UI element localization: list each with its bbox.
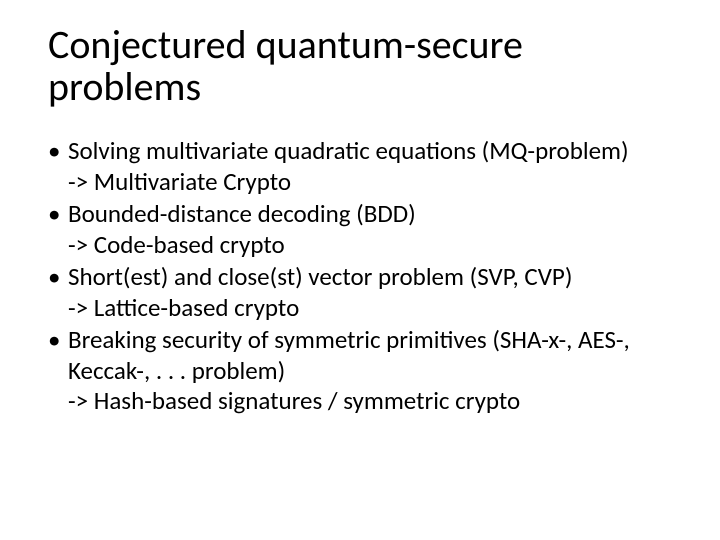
list-item: Short(est) and close(st) vector problem … (48, 262, 680, 323)
bullet-subtext: -> Multivariate Crypto (68, 167, 680, 198)
bullet-list: Solving multivariate quadratic equations… (48, 136, 680, 417)
bullet-text: Bounded-distance decoding (BDD) (68, 198, 416, 229)
slide: Conjectured quantum-secure problems Solv… (0, 0, 720, 540)
list-item: Bounded-distance decoding (BDD) -> Code-… (48, 199, 680, 260)
bullet-text: Breaking security of symmetric primitive… (68, 324, 630, 386)
bullet-subtext: -> Lattice-based crypto (68, 293, 680, 324)
bullet-subtext: -> Code-based crypto (68, 230, 680, 261)
list-item: Breaking security of symmetric primitive… (48, 325, 680, 417)
slide-title: Conjectured quantum-secure problems (48, 24, 680, 108)
list-item: Solving multivariate quadratic equations… (48, 136, 680, 197)
bullet-subtext: -> Hash-based signatures / symmetric cry… (68, 386, 680, 417)
bullet-text: Solving multivariate quadratic equations… (68, 135, 629, 166)
bullet-text: Short(est) and close(st) vector problem … (68, 261, 572, 292)
